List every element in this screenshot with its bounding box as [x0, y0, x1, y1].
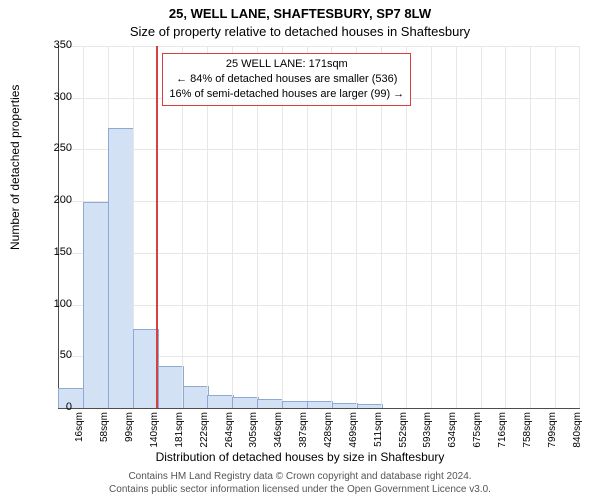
gridline-v	[579, 46, 580, 408]
chart-container: 25, WELL LANE, SHAFTESBURY, SP7 8LW Size…	[0, 0, 600, 500]
y-axis-label: Number of detached properties	[8, 85, 22, 250]
xtick-label: 716sqm	[497, 412, 508, 452]
gridline-h	[58, 201, 580, 202]
plot-inner: 25 WELL LANE: 171sqm← 84% of detached ho…	[58, 46, 580, 408]
xtick-label: 758sqm	[522, 412, 533, 452]
histogram-bar	[332, 403, 358, 408]
gridline-v	[530, 46, 531, 408]
xtick-label: 16sqm	[74, 412, 85, 452]
xtick-label: 346sqm	[273, 412, 284, 452]
xtick-label: 181sqm	[174, 412, 185, 452]
gridline-h	[58, 253, 580, 254]
gridline-v	[431, 46, 432, 408]
ytick-label: 350	[32, 39, 72, 51]
xtick-label: 675sqm	[472, 412, 483, 452]
annotation-line-1: 25 WELL LANE: 171sqm	[169, 57, 404, 72]
annotation-line-3: 16% of semi-detached houses are larger (…	[169, 87, 404, 102]
gridline-v	[481, 46, 482, 408]
xtick-label: 222sqm	[199, 412, 210, 452]
xtick-label: 593sqm	[422, 412, 433, 452]
xtick-label: 511sqm	[373, 412, 384, 452]
histogram-bar	[108, 128, 134, 408]
ytick-label: 0	[32, 401, 72, 413]
ytick-label: 200	[32, 194, 72, 206]
histogram-bar	[183, 386, 209, 408]
xtick-label: 469sqm	[348, 412, 359, 452]
ytick-label: 300	[32, 91, 72, 103]
xtick-label: 428sqm	[323, 412, 334, 452]
histogram-bar	[232, 397, 258, 408]
histogram-bar	[257, 399, 283, 408]
xtick-label: 140sqm	[149, 412, 160, 452]
xtick-label: 264sqm	[224, 412, 235, 452]
gridline-h	[58, 408, 580, 409]
xtick-label: 387sqm	[298, 412, 309, 452]
histogram-bar	[158, 366, 184, 408]
histogram-bar	[83, 202, 109, 408]
xtick-label: 840sqm	[572, 412, 583, 452]
xtick-label: 58sqm	[99, 412, 110, 452]
gridline-h	[58, 149, 580, 150]
xtick-label: 99sqm	[124, 412, 135, 452]
ytick-label: 100	[32, 298, 72, 310]
footer-line-3: Contains public sector information licen…	[0, 483, 600, 496]
gridline-v	[505, 46, 506, 408]
gridline-v	[456, 46, 457, 408]
histogram-bar	[357, 404, 383, 408]
gridline-h	[58, 46, 580, 47]
annotation-box: 25 WELL LANE: 171sqm← 84% of detached ho…	[162, 53, 411, 106]
xtick-label: 799sqm	[547, 412, 558, 452]
xtick-label: 552sqm	[398, 412, 409, 452]
histogram-bar	[307, 401, 333, 408]
gridline-v	[555, 46, 556, 408]
x-axis-label: Distribution of detached houses by size …	[0, 450, 600, 464]
page-title: 25, WELL LANE, SHAFTESBURY, SP7 8LW	[0, 6, 600, 21]
ytick-label: 150	[32, 246, 72, 258]
gridline-h	[58, 305, 580, 306]
histogram-bar	[282, 401, 308, 408]
plot-area: 25 WELL LANE: 171sqm← 84% of detached ho…	[58, 46, 580, 408]
annotation-line-2: ← 84% of detached houses are smaller (53…	[169, 72, 404, 87]
chart-subtitle: Size of property relative to detached ho…	[0, 24, 600, 39]
xtick-label: 305sqm	[248, 412, 259, 452]
property-marker-line	[156, 46, 158, 408]
footer-line-1: Contains HM Land Registry data © Crown c…	[0, 470, 600, 483]
histogram-bar	[207, 395, 233, 408]
ytick-label: 250	[32, 142, 72, 154]
footer-attribution: Contains HM Land Registry data © Crown c…	[0, 470, 600, 496]
ytick-label: 50	[32, 349, 72, 361]
xtick-label: 634sqm	[447, 412, 458, 452]
